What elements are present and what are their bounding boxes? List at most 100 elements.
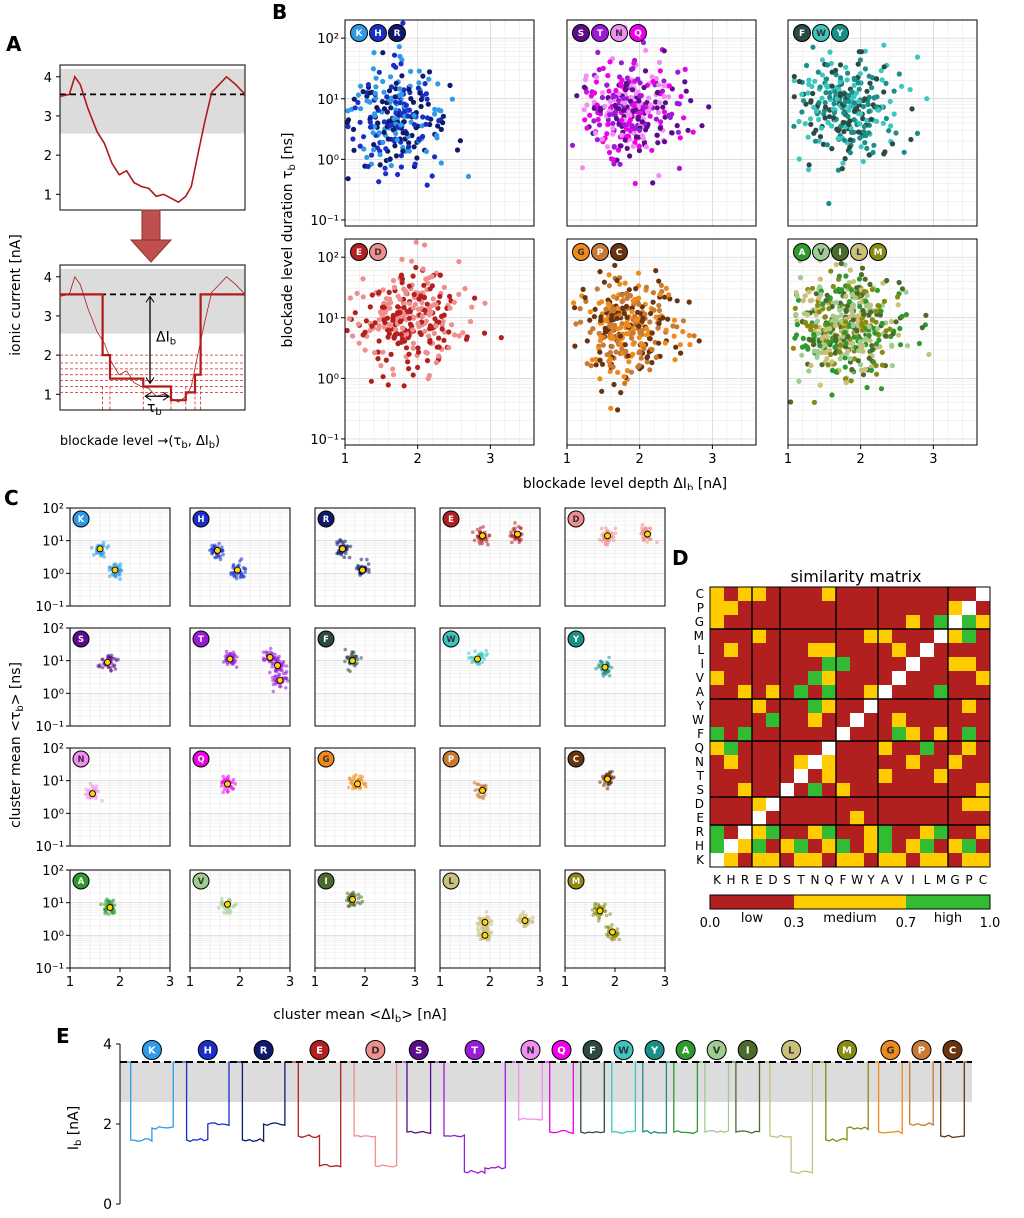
group-F-badge-letter: F (799, 29, 805, 39)
scatter-point (390, 366, 396, 372)
scatter-point (398, 122, 404, 128)
cluster-point (231, 566, 235, 570)
scatter-point (393, 99, 399, 105)
scatter-point (591, 314, 597, 320)
scatter-point (806, 289, 812, 295)
cluster-point (227, 911, 232, 916)
scatter-point (656, 302, 662, 309)
scatter-point (661, 48, 667, 54)
scatter-point (612, 262, 618, 268)
scatter-point (825, 321, 831, 327)
matrix-cell (710, 811, 724, 825)
cell-Y-badge (567, 630, 585, 648)
scatter-point (432, 316, 438, 322)
matrix-cell (850, 853, 864, 867)
scatter-point (653, 75, 659, 82)
scatter-point (351, 96, 357, 102)
matrix-cell (948, 783, 962, 797)
matrix-cell (934, 839, 948, 853)
matrix-cell (766, 713, 780, 727)
matrix-cell (962, 587, 976, 601)
cluster-point (95, 789, 99, 793)
matrix-cell (948, 657, 962, 671)
scatter-point (849, 89, 855, 95)
matrix-cell (822, 713, 836, 727)
scatter-point (391, 284, 398, 290)
scatter-point (643, 127, 649, 133)
scatter-point (394, 137, 400, 143)
cluster-point (511, 527, 516, 531)
scatter-point (411, 315, 417, 321)
matrix-cell (738, 615, 752, 629)
matrix-cell (906, 685, 920, 699)
cluster-mean-marker (274, 662, 281, 670)
matrix-cell (892, 839, 906, 853)
scatter-point (624, 295, 630, 301)
scatter-point (824, 292, 830, 298)
scatter-point (857, 339, 863, 345)
matrix-cell (976, 783, 990, 797)
matrix-cell (850, 811, 864, 825)
scatter-point (610, 125, 616, 131)
scatter-point (610, 131, 616, 137)
cluster-point (98, 663, 102, 667)
matrix-cell (934, 713, 948, 727)
matrix-cell (948, 797, 962, 811)
cell-A-badge (72, 872, 90, 890)
scatter-point (792, 335, 798, 341)
matrix-cell (976, 853, 990, 867)
matrix-cell (780, 811, 794, 825)
matrix-cell (724, 797, 738, 811)
matrix-cell (710, 825, 724, 839)
scatter-point (422, 307, 428, 313)
scatter-point (671, 333, 677, 339)
matrix-cell (920, 699, 934, 713)
matrix-cell (962, 629, 976, 643)
matrix-cell (766, 699, 780, 713)
cluster-point (479, 651, 484, 655)
scatter-point (367, 328, 373, 334)
scatter-point (376, 179, 382, 185)
group-R-badge (388, 24, 406, 42)
scatter-point (370, 66, 376, 72)
scatter-point (636, 323, 642, 329)
raw-current-trace (59, 75, 246, 204)
scatter-point (683, 88, 689, 94)
x-tick-label: 1 (436, 975, 444, 990)
scatter-point (438, 126, 444, 132)
cluster-point (243, 566, 247, 571)
scatter-point (861, 288, 868, 295)
cluster-mean-marker (481, 918, 489, 926)
cluster-mean-marker (104, 658, 111, 666)
matrix-cell (794, 685, 808, 699)
matrix-cell (948, 727, 962, 741)
scatter-point (401, 119, 407, 125)
matrix-cell (794, 657, 808, 671)
scatter-point (837, 356, 843, 362)
matrix-cell (920, 601, 934, 615)
scatter-point (823, 297, 829, 303)
scatter-point (861, 129, 867, 135)
x-tick-label: 3 (486, 452, 494, 467)
row-label: F (697, 727, 704, 741)
scatter-point (611, 381, 617, 388)
scatter-point (594, 286, 600, 292)
subplot-frame (564, 627, 666, 727)
scatter-point (627, 117, 633, 123)
cluster-point (518, 920, 523, 925)
matrix-cell (808, 769, 822, 783)
cluster-point (107, 568, 112, 572)
cluster-point (475, 921, 480, 926)
scatter-point (653, 116, 659, 122)
scatter-point (608, 335, 614, 341)
scatter-point (857, 303, 863, 310)
matrix-cell (864, 699, 878, 713)
scatter-point (420, 266, 426, 272)
scatter-point (393, 80, 399, 86)
cluster-point (615, 927, 620, 931)
y-tick-label: 10¹ (42, 775, 64, 790)
scatter-point (456, 259, 462, 265)
scatter-point (830, 106, 836, 112)
scatter-point (868, 367, 875, 373)
scatter-point (854, 290, 860, 296)
